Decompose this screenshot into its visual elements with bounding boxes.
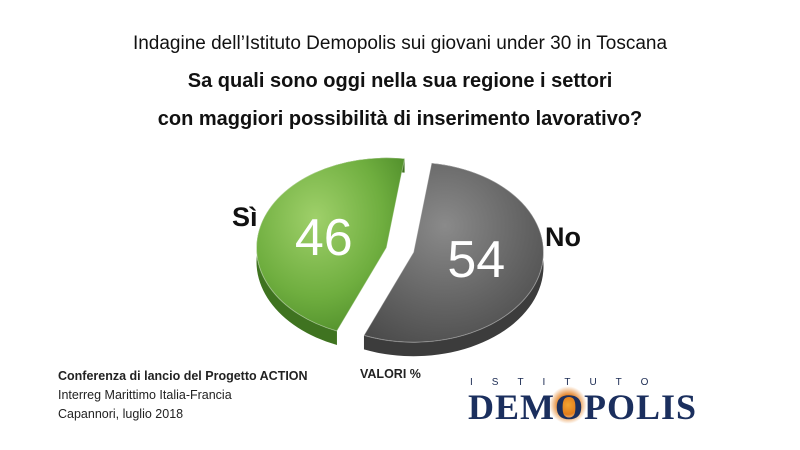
logo-top-text: ISTITUTO <box>470 377 668 388</box>
data-label-si: 46 <box>295 209 353 267</box>
footer-line-3: Capannori, luglio 2018 <box>58 407 184 421</box>
footer-info: Conferenza di lancio del Progetto ACTION… <box>58 367 308 424</box>
footer-line-2: Interreg Marittimo Italia-Francia <box>58 388 232 402</box>
category-label-no: No <box>545 222 581 252</box>
survey-question: Sa quali sono oggi nella sua regione i s… <box>0 62 800 138</box>
logo-main-text: DEMOPOLIS <box>468 386 698 427</box>
question-line-2: con maggiori possibilità di inserimento … <box>157 108 643 130</box>
data-label-no: 54 <box>447 231 505 289</box>
question-line-1: Sa quali sono oggi nella sua regione i s… <box>187 70 613 92</box>
values-unit-note: VALORI % <box>360 367 421 381</box>
pie-slice-si <box>256 157 406 332</box>
pie-slice-no <box>363 162 544 343</box>
demopolis-logo: ISTITUTO DEMOPOLIS <box>468 377 728 428</box>
page-title: Indagine dell’Istituto Demopolis sui gio… <box>132 33 668 54</box>
category-label-si: Sì <box>232 202 258 232</box>
footer-line-1: Conferenza di lancio del Progetto ACTION <box>58 369 308 383</box>
